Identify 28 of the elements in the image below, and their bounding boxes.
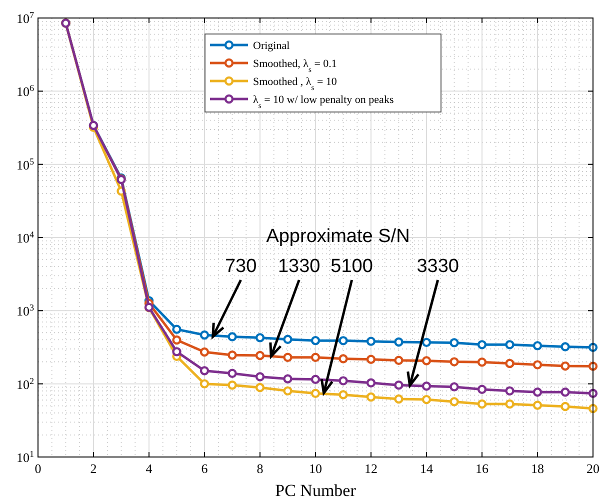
x-tick-label: 16 [476, 461, 489, 476]
legend-label: Original [253, 40, 290, 52]
x-tick-label: 0 [34, 461, 42, 476]
x-axis-title: PC Number [275, 481, 356, 500]
y-tick-label: 10$^{5}$ [16, 156, 34, 172]
annotation: 5100 [330, 256, 373, 277]
annotation: 730 [224, 256, 257, 277]
y-tick-label: 10$^{1}$ [16, 449, 34, 465]
x-tick-label: 10 [309, 461, 322, 476]
y-tick-label: 10$^{7}$ [16, 10, 34, 26]
y-tick-label: 10$^{3}$ [16, 302, 34, 319]
x-tick-label: 18 [531, 461, 544, 476]
annotation: 3330 [416, 256, 459, 277]
y-tick-label: 10$^{2}$ [16, 376, 34, 392]
legend-label: λ$_{s}$ = 10 w/ low penalty on peaks [253, 94, 394, 110]
x-tick-label: 8 [256, 461, 264, 476]
x-tick-label: 20 [586, 461, 600, 476]
x-tick-label: 6 [201, 461, 208, 476]
x-tick-label: 12 [364, 461, 378, 476]
x-tick-label: 4 [146, 461, 153, 476]
y-tick-label: 10$^{4}$ [16, 230, 34, 246]
legend-label: Smoothed , λ$_{s}$ = 10 [253, 76, 338, 92]
x-tick-label: 2 [90, 461, 97, 476]
annotation: Approximate S/N [266, 226, 410, 247]
legend-label: Smoothed, λ$_{s}$ = 0.1 [253, 58, 337, 74]
y-tick-label: 10$^{6}$ [16, 83, 34, 100]
annotation: 1330 [278, 256, 320, 277]
x-tick-label: 14 [420, 461, 434, 476]
